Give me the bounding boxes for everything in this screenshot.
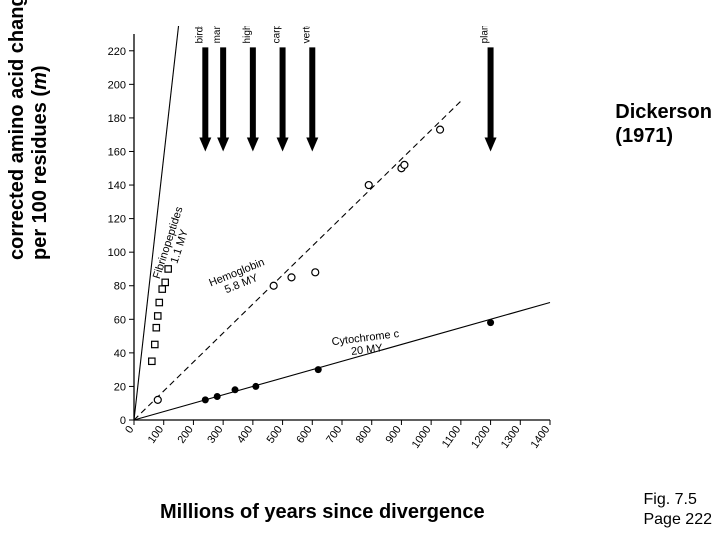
svg-text:80: 80 bbox=[114, 281, 126, 293]
svg-text:160: 160 bbox=[108, 146, 126, 158]
y-axis-label-line1: corrected amino acid changes bbox=[6, 0, 28, 260]
svg-text:20: 20 bbox=[114, 381, 126, 393]
svg-text:140: 140 bbox=[108, 180, 126, 192]
svg-text:20 MY: 20 MY bbox=[350, 342, 384, 358]
svg-text:600: 600 bbox=[294, 424, 314, 446]
chart-plot: 0 100 200 300 400 500 600 700 800 900 1000 1100 1200… bbox=[96, 26, 556, 480]
svg-text:carp/lamprey (500 MY): carp/lamprey (500 MY) bbox=[272, 26, 283, 43]
figure-number: Fig. 7.5 bbox=[643, 491, 696, 508]
y-axis-label-line2a: per 100 residues ( bbox=[29, 90, 51, 260]
svg-text:300: 300 bbox=[205, 424, 225, 446]
svg-text:60: 60 bbox=[114, 314, 126, 326]
svg-text:40: 40 bbox=[114, 348, 126, 360]
svg-text:plants/animals (1200 MY): plants/animals (1200 MY) bbox=[480, 26, 491, 43]
svg-text:100: 100 bbox=[146, 424, 166, 446]
svg-text:400: 400 bbox=[235, 424, 255, 446]
figure-root: corrected amino acid changes per 100 res… bbox=[0, 0, 720, 540]
chart-svg: 0 100 200 300 400 500 600 700 800 900 1000 1100 1200… bbox=[96, 26, 556, 480]
source-caption: Dickerson (1971) bbox=[615, 100, 712, 148]
y-axis-label: corrected amino acid changes per 100 res… bbox=[6, 0, 52, 260]
svg-text:higher vertebrates/fish (400 M: higher vertebrates/fish (400 MY) bbox=[242, 26, 253, 43]
svg-text:220: 220 bbox=[108, 46, 126, 58]
svg-text:1300: 1300 bbox=[499, 424, 523, 451]
svg-text:mammals/reptiles (300 MY): mammals/reptiles (300 MY) bbox=[212, 26, 223, 43]
svg-text:120: 120 bbox=[108, 214, 126, 226]
svg-text:900: 900 bbox=[384, 424, 404, 446]
figure-page: Page 222 bbox=[643, 511, 712, 528]
svg-text:180: 180 bbox=[108, 113, 126, 125]
svg-text:1200: 1200 bbox=[469, 424, 493, 451]
svg-text:1400: 1400 bbox=[529, 424, 553, 451]
svg-text:800: 800 bbox=[354, 424, 374, 446]
svg-text:200: 200 bbox=[176, 424, 196, 446]
svg-text:200: 200 bbox=[108, 79, 126, 91]
svg-text:500: 500 bbox=[265, 424, 285, 446]
svg-text:100: 100 bbox=[108, 247, 126, 259]
y-axis-label-line2b: ) bbox=[29, 65, 51, 72]
svg-text:vertebrates/insects (600 MY): vertebrates/insects (600 MY) bbox=[301, 26, 312, 43]
svg-text:0: 0 bbox=[120, 415, 126, 427]
svg-text:birds/reptiles (240 MY): birds/reptiles (240 MY) bbox=[194, 26, 205, 43]
source-author: Dickerson bbox=[615, 101, 712, 123]
figure-reference: Fig. 7.5 Page 222 bbox=[643, 490, 712, 530]
source-year: (1971) bbox=[615, 125, 673, 147]
svg-text:700: 700 bbox=[324, 424, 344, 446]
y-axis-label-var: m bbox=[29, 72, 51, 90]
svg-text:1000: 1000 bbox=[410, 424, 434, 451]
x-axis-label: Millions of years since divergence bbox=[160, 501, 485, 524]
svg-text:1100: 1100 bbox=[440, 424, 463, 450]
